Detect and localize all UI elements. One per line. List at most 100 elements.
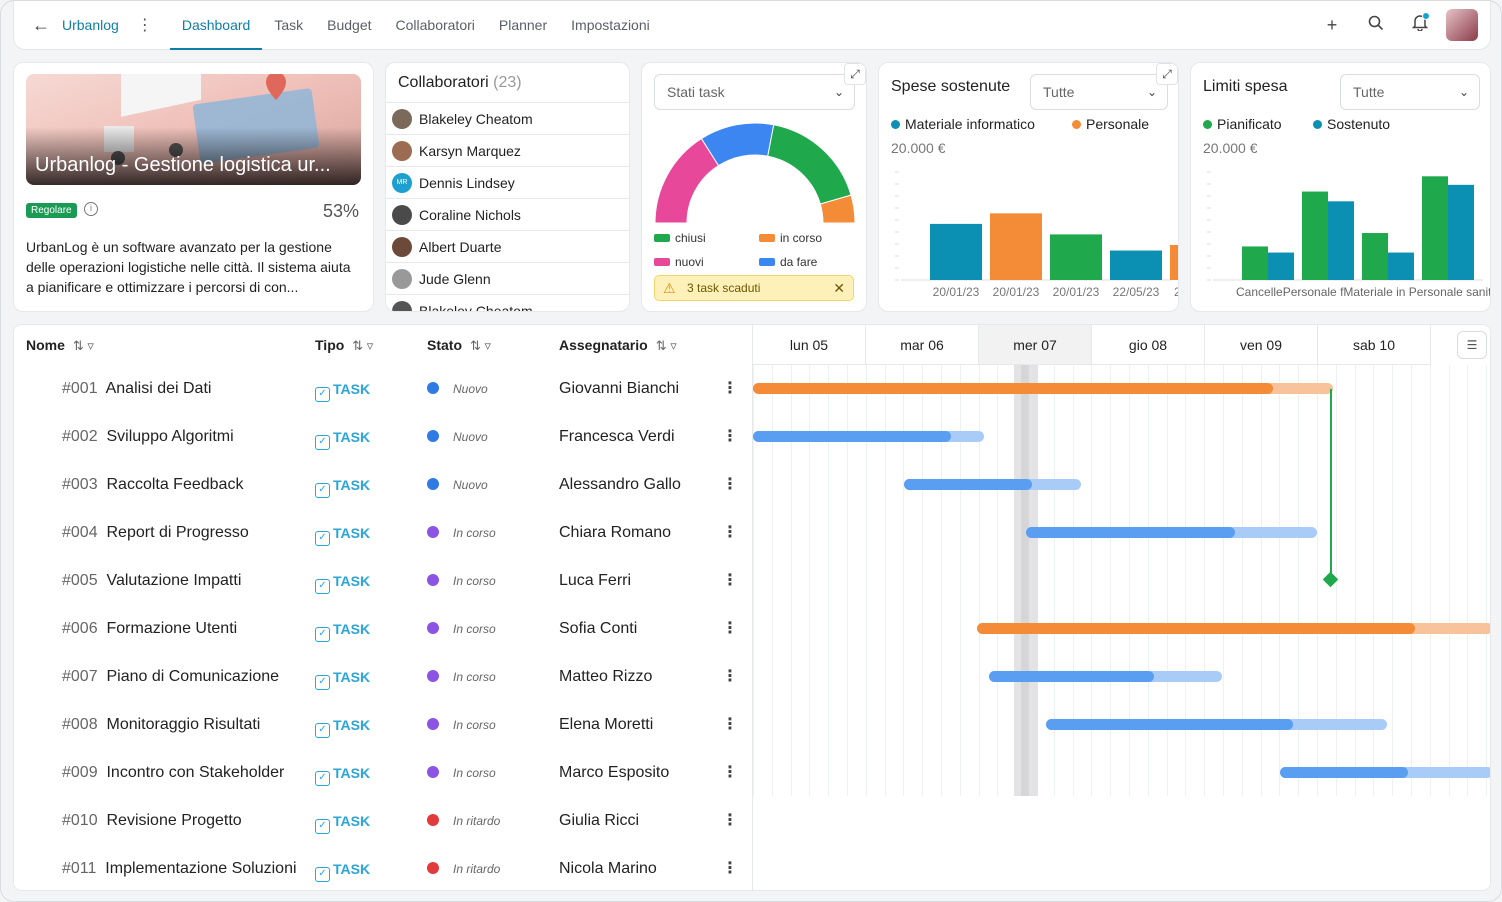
task-name-cell[interactable]: #011 Implementazione Soluzioni <box>62 845 297 890</box>
more-vertical-icon[interactable]: ⋮ <box>722 668 738 685</box>
bar <box>1242 246 1268 280</box>
task-id: #001 <box>62 380 98 397</box>
task-name: Analisi dei Dati <box>105 380 212 397</box>
table-row[interactable]: #002 Sviluppo Algoritmi ✓ TASK Nuovo Frances… <box>14 413 752 461</box>
task-name-cell[interactable]: #004 Report di Progresso <box>62 509 249 557</box>
task-type-cell: ✓ TASK <box>315 557 375 605</box>
gantt-bar[interactable] <box>1280 767 1408 778</box>
table-row[interactable]: #010 Revisione Progetto ✓ TASK In ritardo Gi… <box>14 797 752 845</box>
gantt-bar[interactable] <box>1026 527 1235 538</box>
task-state-cell: In corso <box>427 557 496 605</box>
more-vertical-icon[interactable]: ⋮ <box>722 380 738 397</box>
chevron-down-icon: ⌄ <box>1458 85 1469 99</box>
project-progress: 53% <box>322 201 359 221</box>
task-state-cell: In corso <box>427 749 496 797</box>
user-avatar[interactable] <box>1446 9 1478 41</box>
task-name-cell[interactable]: #001 Analisi dei Dati <box>62 365 211 413</box>
task-name-cell[interactable]: #008 Monitoraggio Risultati <box>62 701 260 749</box>
collaborator-item[interactable]: MR Dennis Lindsey <box>386 166 629 198</box>
task-assignee: Chiara Romano <box>559 524 672 541</box>
task-assignee: Luca Ferri <box>559 572 632 589</box>
collaborator-item[interactable]: Blakeley Cheatom <box>386 102 629 134</box>
gantt-day-header: mar 06 <box>866 325 979 365</box>
table-row[interactable]: #011 Implementazione Soluzioni ✓ TASK In ri… <box>14 845 752 890</box>
task-name-cell[interactable]: #002 Sviluppo Algoritmi <box>62 413 234 461</box>
table-row[interactable]: #005 Valutazione Impatti ✓ TASK In corso Luc… <box>14 557 752 605</box>
gantt-bar[interactable] <box>753 431 951 442</box>
tab-dashboard[interactable]: Dashboard <box>169 1 263 50</box>
gantt-bar[interactable] <box>977 623 1415 634</box>
expand-icon[interactable]: ⤢ <box>844 63 866 85</box>
task-name-cell[interactable]: #009 Incontro con Stakeholder <box>62 749 284 797</box>
arrow-left-icon[interactable]: ← <box>32 15 50 35</box>
notification-dot <box>1422 12 1430 20</box>
gantt-bar[interactable] <box>753 383 1273 394</box>
limits-chart <box>1207 171 1483 281</box>
gantt-bar[interactable] <box>989 671 1154 682</box>
bell-icon[interactable] <box>1398 12 1442 36</box>
collaborators-title: Collaboratori (23) <box>398 74 522 91</box>
task-states-select[interactable]: Stati task ⌄ <box>654 74 855 110</box>
status-dot <box>427 862 439 874</box>
gantt-bar[interactable] <box>904 479 1032 490</box>
plus-icon[interactable]: + <box>1326 14 1338 35</box>
x-tick-label: 20/01/23 <box>993 285 1040 299</box>
task-name-cell[interactable]: #010 Revisione Progetto <box>62 797 242 845</box>
expand-icon[interactable]: ⤢ <box>1156 63 1178 85</box>
column-header-assegnatario[interactable]: Assegnatario ⇅ ▿ <box>559 337 677 353</box>
more-vertical-icon[interactable]: ⋮ <box>722 812 738 829</box>
status-dot <box>427 382 439 394</box>
overdue-warning[interactable]: ⚠ 3 task scaduti ✕ <box>654 275 854 301</box>
table-row[interactable]: #009 Incontro con Stakeholder ✓ TASK In cor… <box>14 749 752 797</box>
table-row[interactable]: #006 Formazione Utenti ✓ TASK In corso Sofia… <box>14 605 752 653</box>
task-name-cell[interactable]: #003 Raccolta Feedback <box>62 461 243 509</box>
table-row[interactable]: #003 Raccolta Feedback ✓ TASK Nuovo Alessand… <box>14 461 752 509</box>
tab-task[interactable]: Task <box>274 16 304 33</box>
tab-bar: Dashboard Task Budget Collaboratori Plan… <box>169 1 662 50</box>
tab-planner[interactable]: Planner <box>498 16 548 33</box>
more-vertical-icon[interactable]: ⋮ <box>722 524 738 541</box>
collaborator-item[interactable]: Jude Glenn <box>386 262 629 294</box>
more-vertical-icon[interactable]: ⋮ <box>722 764 738 781</box>
collaborator-item[interactable]: Karsyn Marquez <box>386 134 629 166</box>
task-name-cell[interactable]: #005 Valutazione Impatti <box>62 557 241 605</box>
column-header-stato[interactable]: Stato ⇅ ▿ <box>427 337 492 353</box>
column-header-nome[interactable]: Nome ⇅ ▿ <box>26 337 94 353</box>
table-row[interactable]: #001 Analisi dei Dati ✓ TASK Nuovo Giovanni … <box>14 365 752 413</box>
gantt-bar[interactable] <box>1046 719 1293 730</box>
collaborator-item[interactable]: Albert Duarte <box>386 230 629 262</box>
collaborator-item[interactable]: Coraline Nichols <box>386 198 629 230</box>
expenses-filter-select[interactable]: Tutte ⌄ <box>1030 74 1168 110</box>
tab-impostazioni[interactable]: Impostazioni <box>571 16 650 33</box>
more-vertical-icon[interactable]: ⋮ <box>722 716 738 733</box>
task-name: Incontro con Stakeholder <box>106 764 285 781</box>
gantt-options-icon[interactable]: ☰ <box>1457 331 1487 359</box>
search-icon[interactable] <box>1354 15 1398 36</box>
svg-text:2: 2 <box>1174 285 1179 299</box>
project-name-link[interactable]: Urbanlog <box>62 17 119 33</box>
task-name-cell[interactable]: #007 Piano di Comunicazione <box>62 653 279 701</box>
tab-budget[interactable]: Budget <box>327 16 372 33</box>
table-row[interactable]: #007 Piano di Comunicazione ✓ TASK In corso… <box>14 653 752 701</box>
limits-filter-select[interactable]: Tutte ⌄ <box>1340 74 1480 110</box>
avatar <box>392 236 412 257</box>
legend-item: Pianificato <box>1203 116 1282 132</box>
info-icon[interactable]: i <box>84 202 98 216</box>
more-vertical-icon[interactable]: ⋮ <box>722 428 738 445</box>
collaborator-item[interactable]: Blakeley Cheatom <box>386 294 629 311</box>
task-state-cell: Nuovo <box>427 461 488 509</box>
more-vertical-icon[interactable]: ⋮ <box>722 476 738 493</box>
more-vertical-icon[interactable]: ⋮ <box>722 860 738 877</box>
table-row[interactable]: #004 Report di Progresso ✓ TASK In corso Chi… <box>14 509 752 557</box>
table-row[interactable]: #008 Monitoraggio Risultati ✓ TASK In corso… <box>14 701 752 749</box>
collaborators-count: (23) <box>493 74 522 91</box>
more-vertical-icon[interactable]: ⋮ <box>722 572 738 589</box>
top-bar: ← Urbanlog ⋮ Dashboard Task Budget Colla… <box>13 1 1491 50</box>
task-check-icon: ✓ <box>315 771 330 786</box>
column-header-tipo[interactable]: Tipo ⇅ ▿ <box>315 337 374 353</box>
more-vertical-icon[interactable]: ⋮ <box>136 17 153 34</box>
tab-collaboratori[interactable]: Collaboratori <box>395 16 475 33</box>
close-icon[interactable]: ✕ <box>833 280 845 296</box>
task-name-cell[interactable]: #006 Formazione Utenti <box>62 605 237 653</box>
more-vertical-icon[interactable]: ⋮ <box>722 620 738 637</box>
